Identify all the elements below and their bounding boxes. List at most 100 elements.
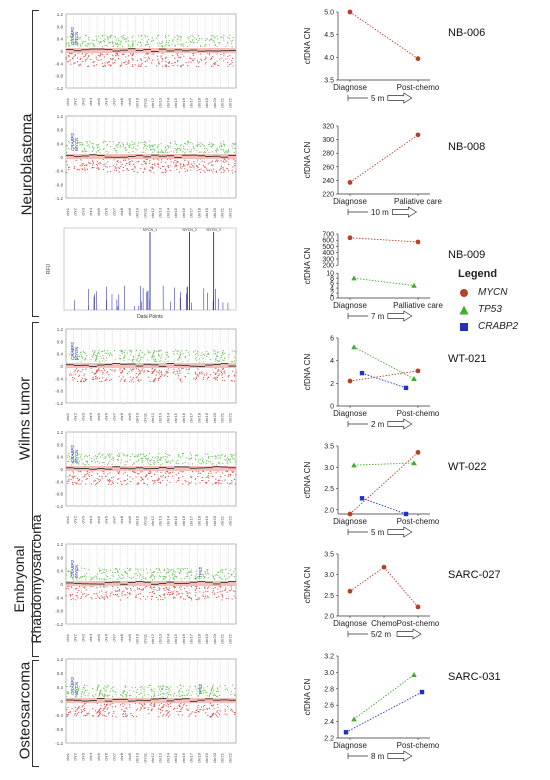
cn-loss-point xyxy=(147,58,149,60)
cn-loss-point xyxy=(75,368,77,370)
cn-gain-point xyxy=(172,351,174,353)
cn-ytick-label: 0 xyxy=(60,49,63,54)
cn-loss-point xyxy=(143,703,146,705)
cn-gain-point xyxy=(111,42,114,44)
cn-gain-point xyxy=(201,143,203,145)
cn-gain-point xyxy=(84,464,86,466)
cn-loss-point xyxy=(173,596,175,598)
cn-gain-point xyxy=(90,43,92,45)
cn-gain-point xyxy=(189,40,192,43)
cn-loss-point xyxy=(74,54,76,56)
cn-loss-point xyxy=(98,478,100,481)
cn-gain-point xyxy=(217,352,219,354)
cn-loss-point xyxy=(172,372,174,374)
cn-loss-point xyxy=(166,64,168,66)
cn-loss-point xyxy=(215,478,217,480)
cn-gain-point xyxy=(99,355,101,358)
y-tick-label: 2 xyxy=(330,381,334,388)
cn-gain-point xyxy=(208,144,210,146)
cn-gain-point xyxy=(216,695,219,697)
cn-gain-point xyxy=(192,146,194,148)
cn-gain-point xyxy=(75,349,77,351)
cn-loss-point xyxy=(121,592,123,594)
cn-loss-point xyxy=(115,590,117,592)
cn-loss-point xyxy=(206,378,209,380)
cn-gain-point xyxy=(206,692,208,694)
cn-gain-point xyxy=(162,685,164,687)
cn-gain-point xyxy=(126,567,129,569)
cn-loss-point xyxy=(68,712,70,714)
chr-tick-label: chr12 xyxy=(150,412,155,423)
cn-gain-point xyxy=(174,44,176,46)
cn-gain-point xyxy=(139,454,142,456)
cn-loss-point xyxy=(65,378,67,380)
cn-gain-point xyxy=(208,151,210,154)
cn-loss-point xyxy=(211,591,213,593)
cn-loss-point xyxy=(102,371,104,373)
cn-loss-point xyxy=(120,378,123,380)
y-tick-label: 280 xyxy=(322,151,334,158)
chr-tick-label: chr1 xyxy=(65,515,70,524)
cn-loss-point xyxy=(128,370,130,373)
cn-gain-point xyxy=(92,694,94,696)
cn-loss-point xyxy=(175,164,178,166)
cn-gain-point xyxy=(176,149,178,151)
cn-loss-point xyxy=(163,593,166,595)
cn-loss-point xyxy=(129,476,131,478)
cn-gain-point xyxy=(73,141,75,143)
cn-loss-point xyxy=(206,708,208,710)
cn-gain-point xyxy=(211,151,213,153)
cn-gain-point xyxy=(101,360,104,362)
cn-loss-point xyxy=(88,712,90,714)
cn-loss-point xyxy=(234,713,236,716)
cn-gain-point xyxy=(123,38,126,40)
cn-gain-point xyxy=(132,358,134,361)
cn-gain-point xyxy=(74,38,76,40)
cn-gain-point xyxy=(125,571,127,573)
cn-loss-point xyxy=(71,374,73,376)
cn-gain-point xyxy=(169,569,171,572)
y-tick-label: 600 xyxy=(322,238,334,245)
cn-gain-point xyxy=(112,45,114,47)
cn-gain-point xyxy=(129,694,131,697)
cn-loss-point xyxy=(231,598,233,600)
cn-gain-point xyxy=(179,356,181,358)
cn-gain-point xyxy=(226,150,228,152)
cn-gain-point xyxy=(144,36,146,38)
cn-loss-point xyxy=(147,478,149,480)
cn-loss-point xyxy=(158,586,160,589)
cn-gain-point xyxy=(199,145,202,147)
cn-gain-point xyxy=(118,43,120,46)
cn-gain-point xyxy=(93,351,96,353)
cn-loss-point xyxy=(174,585,176,587)
cn-gain-point xyxy=(76,691,79,694)
cn-ytick-label: 1.2 xyxy=(57,657,64,662)
cn-gain-point xyxy=(167,693,170,696)
cn-gain-point xyxy=(226,463,228,465)
cn-gain-point xyxy=(217,687,219,689)
cn-gain-point xyxy=(103,569,105,571)
cn-loss-point xyxy=(195,65,197,67)
cn-gain-point xyxy=(152,144,154,146)
cn-gain-point xyxy=(202,144,204,146)
cn-gain-point xyxy=(186,576,188,578)
cn-gain-point xyxy=(80,577,82,579)
cn-gain-point xyxy=(76,462,78,464)
chr-tick-label: chr12 xyxy=(150,515,155,526)
cn-loss-point xyxy=(209,715,211,718)
cn-loss-point xyxy=(132,377,135,379)
cn-loss-point xyxy=(98,377,101,379)
cn-loss-point xyxy=(83,167,86,169)
cn-gain-point xyxy=(190,452,192,454)
cn-gain-point xyxy=(86,145,89,147)
cn-gain-point xyxy=(196,149,198,151)
cn-loss-point xyxy=(135,596,137,599)
cn-loss-point xyxy=(205,166,207,168)
cn-gain-point xyxy=(73,43,75,45)
cn-gain-point xyxy=(126,691,128,693)
cn-loss-point xyxy=(108,379,111,381)
gene-label: TP53 xyxy=(198,567,203,578)
cn-gain-point xyxy=(83,359,85,361)
cn-gain-point xyxy=(234,453,236,455)
cn-loss-point xyxy=(85,483,87,485)
